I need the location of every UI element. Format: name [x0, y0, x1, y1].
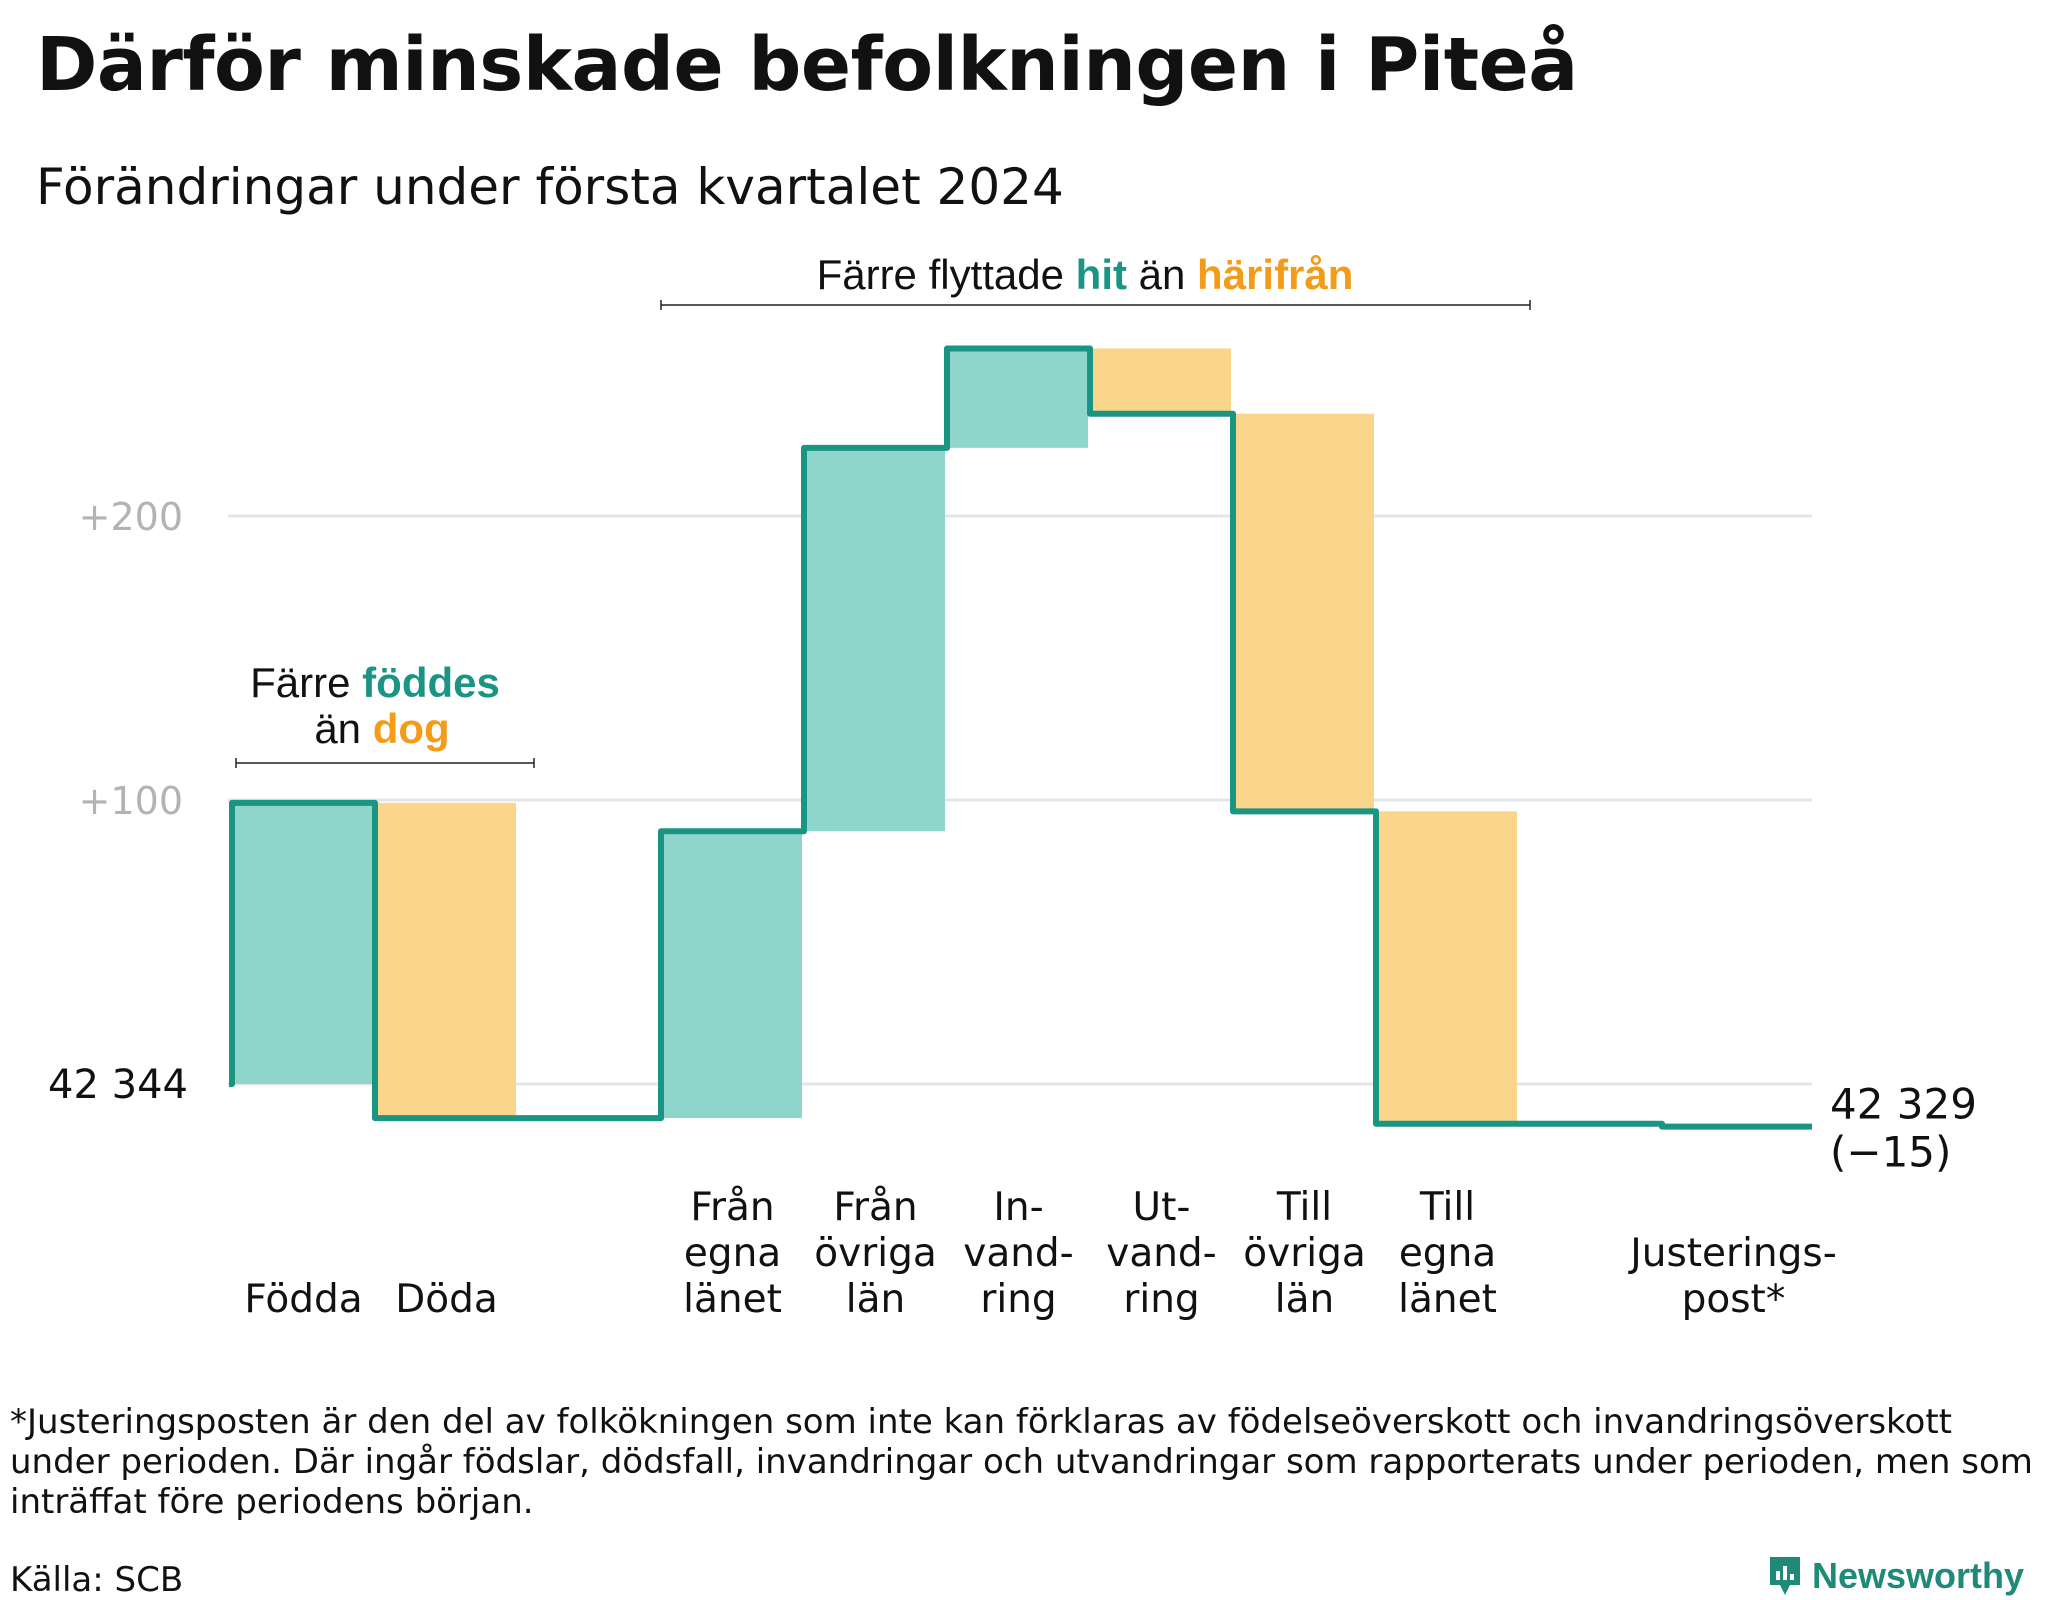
bar-Döda	[375, 802, 516, 1119]
category-label: Födda	[244, 1277, 362, 1322]
chart-subtitle: Förändringar under första kvartalet 2024	[36, 158, 1064, 216]
running-total-step-line	[229, 345, 1812, 1130]
y-tick-label: +200	[79, 495, 183, 539]
bar-Till övriga län	[1233, 413, 1374, 812]
category-label: In-	[993, 1185, 1043, 1230]
bars	[232, 348, 1517, 1124]
category-label: övriga	[814, 1231, 936, 1276]
category-label: egna	[684, 1231, 781, 1276]
annotation-highlight-down: härifrån	[1197, 251, 1353, 298]
annotation-text: Färre flyttade	[817, 251, 1076, 298]
y-tick-label: +100	[79, 779, 183, 823]
category-label: post*	[1682, 1277, 1786, 1322]
category-label: länet	[1398, 1277, 1497, 1322]
annotation-highlight-down: dog	[373, 705, 450, 752]
annotation-highlight-up: hit	[1076, 251, 1127, 298]
category-label: Från	[690, 1185, 774, 1230]
category-labels: Födda DödaFrånegnalänetFrånövrigalänIn-va…	[48, 1062, 1977, 1322]
births-annotation-line1: Färre föddes	[250, 659, 500, 706]
source-text: Källa: SCB	[10, 1560, 184, 1600]
category-label: övriga	[1243, 1231, 1365, 1276]
running-total-line	[229, 345, 1812, 1130]
baseline-value-label: 42 344	[48, 1062, 188, 1108]
bar-In- vand- ring	[947, 348, 1088, 448]
waterfall-chart: +100+200 Födda DödaFrånegnalänetFrånövrig…	[48, 251, 1977, 1322]
bar-Från övriga län	[804, 447, 945, 832]
bar-Födda	[232, 802, 373, 1084]
category-label: Från	[833, 1185, 917, 1230]
brand-logo: Newsworthy	[1768, 1553, 2024, 1599]
category-label: vand-	[963, 1231, 1074, 1276]
brand-name: Newsworthy	[1812, 1555, 2025, 1596]
end-change-label: (−15)	[1830, 1128, 1951, 1177]
category-label: vand-	[1106, 1231, 1217, 1276]
end-value-label: 42 329	[1830, 1080, 1977, 1129]
category-label: län	[1275, 1277, 1334, 1322]
category-label: Till	[1276, 1185, 1332, 1230]
annotation-highlight-up: föddes	[362, 659, 500, 706]
bar-Till egna länet	[1376, 811, 1517, 1124]
migration-annotation: Färre flyttade hit än härifrån	[817, 251, 1354, 298]
category-label: Döda	[395, 1277, 498, 1322]
annotation-text: än	[1127, 251, 1197, 298]
category-label: Till	[1419, 1185, 1475, 1230]
category-label: länet	[683, 1277, 782, 1322]
category-label: Justerings-	[1627, 1231, 1837, 1276]
category-label: ring	[980, 1277, 1056, 1322]
newsworthy-logo-icon	[1770, 1557, 1800, 1595]
footnote: *Justeringsposten är den del av folkökni…	[10, 1402, 2033, 1522]
chart-title: Därför minskade befolkningen i Piteå	[36, 22, 1578, 108]
annotation-text: än	[314, 705, 372, 752]
category-label: egna	[1399, 1231, 1496, 1276]
bar-Från egna länet	[661, 831, 802, 1119]
bar-Ut- vand- ring	[1090, 348, 1231, 414]
category-label: Ut-	[1133, 1185, 1191, 1230]
category-label: ring	[1123, 1277, 1199, 1322]
annotation-text: Färre	[250, 659, 362, 706]
category-label: län	[846, 1277, 905, 1322]
births-annotation-line2: än dog	[314, 705, 449, 752]
